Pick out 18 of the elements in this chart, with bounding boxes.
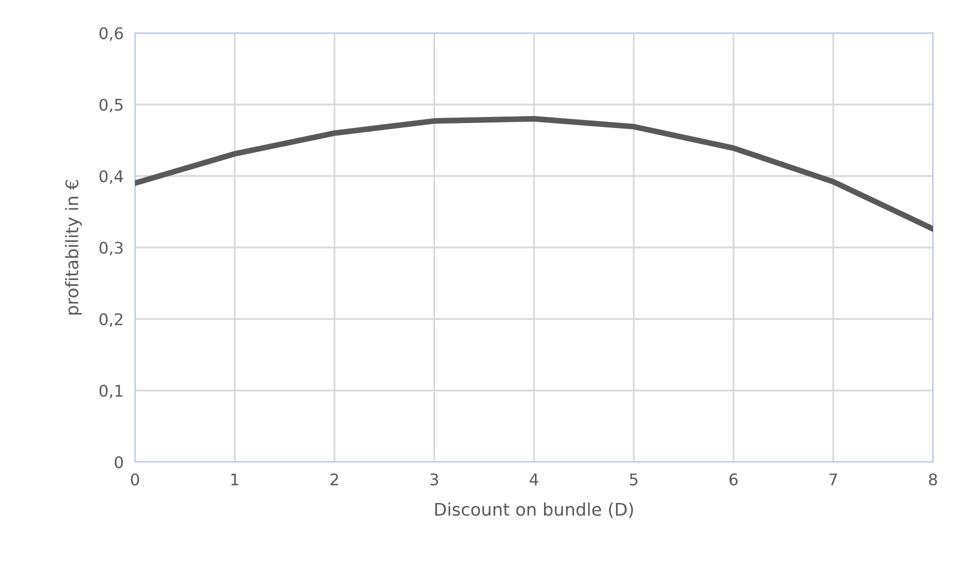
y-axis-title: profitability in € (65, 180, 82, 315)
y-tick-label: 0,5 (100, 98, 122, 112)
x-axis-title: Discount on bundle (D) (435, 502, 633, 518)
x-tick-label: 0 (130, 473, 140, 486)
y-tick-label: 0,3 (100, 242, 123, 256)
x-tick-label: 7 (829, 474, 837, 486)
x-tick-label: 4 (530, 474, 538, 486)
x-tick-label: 1 (231, 474, 238, 486)
y-tick-label: 0,6 (100, 27, 123, 41)
y-tick-label: 0,1 (100, 384, 122, 398)
x-tick-label: 2 (330, 473, 338, 486)
x-tick-label: 8 (929, 473, 937, 486)
y-tick-label: 0,4 (100, 170, 123, 184)
y-tick-label: 0,2 (100, 313, 122, 327)
y-tick-label: 0 (114, 456, 123, 468)
x-tick-label: 3 (430, 473, 438, 486)
x-tick-label: 5 (630, 474, 638, 486)
x-tick-label: 6 (730, 473, 738, 486)
